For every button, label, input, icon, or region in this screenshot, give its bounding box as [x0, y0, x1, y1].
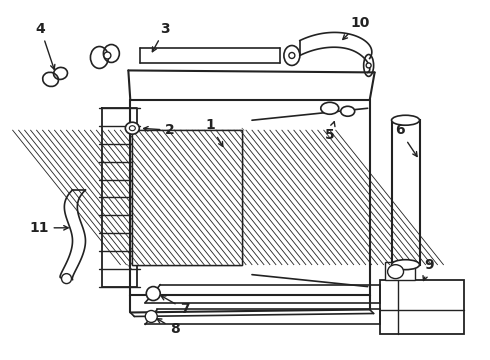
- Text: 4: 4: [36, 22, 55, 69]
- Ellipse shape: [145, 310, 157, 323]
- Text: 2: 2: [144, 123, 175, 137]
- Bar: [132, 130, 242, 265]
- Ellipse shape: [289, 53, 295, 58]
- Text: 9: 9: [423, 258, 434, 280]
- Bar: [392, 120, 419, 265]
- Ellipse shape: [125, 122, 139, 134]
- Ellipse shape: [366, 63, 371, 68]
- Ellipse shape: [147, 287, 160, 301]
- Ellipse shape: [104, 52, 111, 59]
- Ellipse shape: [341, 106, 355, 116]
- Text: 5: 5: [325, 122, 335, 142]
- Text: 7: 7: [161, 296, 190, 316]
- Ellipse shape: [392, 260, 419, 270]
- Bar: [132, 130, 242, 265]
- Text: 8: 8: [157, 319, 180, 337]
- Ellipse shape: [392, 115, 419, 125]
- Text: 1: 1: [205, 118, 223, 147]
- Ellipse shape: [388, 265, 404, 279]
- Text: 10: 10: [343, 15, 369, 40]
- Text: 3: 3: [152, 22, 170, 52]
- Bar: [385, 262, 415, 280]
- Ellipse shape: [129, 126, 135, 131]
- Text: 6: 6: [395, 123, 417, 157]
- Text: 11: 11: [29, 221, 68, 235]
- Ellipse shape: [321, 102, 339, 114]
- Bar: [130, 100, 369, 294]
- Bar: [380, 280, 465, 334]
